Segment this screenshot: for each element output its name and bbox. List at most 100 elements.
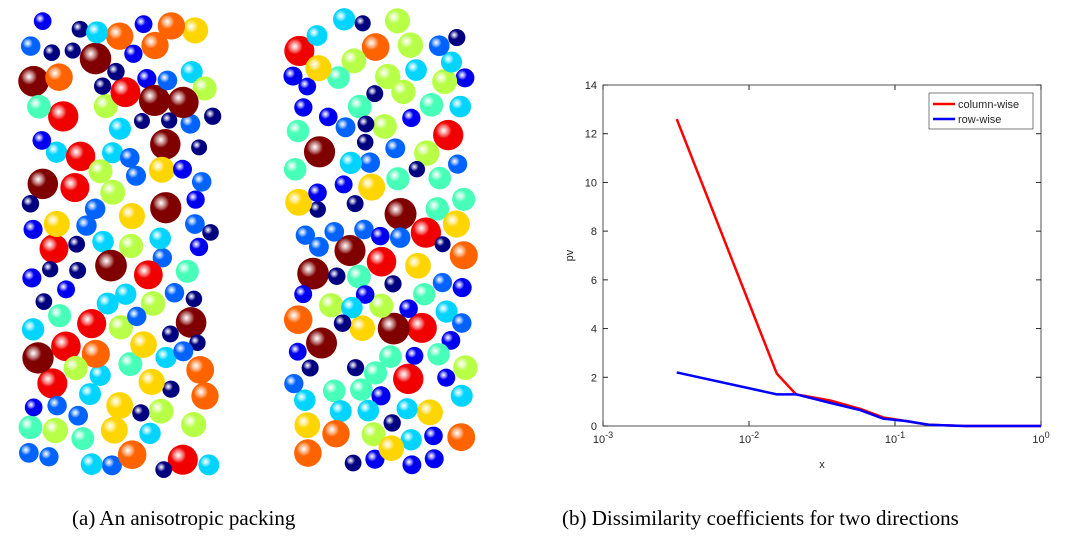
sphere xyxy=(141,31,169,60)
sphere xyxy=(130,331,157,358)
sphere xyxy=(42,417,69,444)
sphere xyxy=(405,59,427,81)
sphere xyxy=(68,405,89,426)
sphere xyxy=(119,148,140,168)
sphere xyxy=(306,327,338,359)
sphere xyxy=(358,173,386,201)
sphere xyxy=(447,423,476,452)
sphere xyxy=(332,8,356,31)
sphere xyxy=(295,225,316,245)
sphere xyxy=(341,48,367,74)
sphere xyxy=(35,293,53,310)
sphere xyxy=(152,248,173,268)
sphere xyxy=(37,368,68,399)
sphere xyxy=(88,159,113,184)
sphere xyxy=(150,192,182,224)
sphere xyxy=(132,404,150,422)
sphere xyxy=(452,187,476,211)
sphere xyxy=(173,159,193,179)
sphere xyxy=(309,201,326,218)
sphere xyxy=(125,165,146,186)
sphere xyxy=(378,435,405,462)
sphere xyxy=(435,300,458,323)
sphere xyxy=(361,422,386,447)
sphere xyxy=(284,373,304,394)
sphere xyxy=(383,414,401,432)
sphere xyxy=(27,168,59,200)
sphere xyxy=(155,346,177,369)
x-tick-label: 10-3 xyxy=(593,430,613,446)
sphere xyxy=(181,17,209,44)
sphere xyxy=(399,299,418,318)
sphere xyxy=(346,195,364,213)
sphere xyxy=(57,280,76,299)
sphere xyxy=(294,98,313,117)
sphere xyxy=(354,219,374,240)
sphere xyxy=(64,42,81,59)
sphere xyxy=(349,315,376,341)
sphere xyxy=(92,230,114,253)
chart: 0 2 4 6 8 10 12 14 10-3 10-2 10-1 100 x pv column-wise… xyxy=(564,80,1050,471)
sphere xyxy=(22,342,54,374)
sphere xyxy=(101,142,124,164)
sphere xyxy=(181,411,207,438)
sphere xyxy=(155,461,173,478)
sphere xyxy=(164,283,185,303)
sphere xyxy=(45,63,73,91)
sphere xyxy=(297,257,329,290)
sphere xyxy=(452,313,472,333)
sphere xyxy=(48,304,72,328)
sphere xyxy=(389,227,411,248)
sphere xyxy=(386,167,410,191)
sphere xyxy=(118,352,143,377)
sphere xyxy=(406,312,437,343)
sphere xyxy=(306,25,328,46)
y-axis-label: pv xyxy=(564,249,576,261)
sphere xyxy=(117,440,147,470)
sphere xyxy=(283,305,313,334)
sphere xyxy=(384,197,417,230)
y-tick-label: 2 xyxy=(591,372,597,384)
sphere xyxy=(410,217,442,248)
sphere xyxy=(105,22,134,50)
sphere xyxy=(71,427,95,450)
sphere xyxy=(189,334,206,351)
sphere xyxy=(133,260,163,290)
sphere xyxy=(455,68,475,88)
sphere xyxy=(357,399,380,422)
sphere xyxy=(167,444,198,475)
sphere xyxy=(433,119,464,151)
sphere xyxy=(180,113,201,134)
sphere xyxy=(400,429,422,451)
sphere xyxy=(452,278,472,298)
sphere xyxy=(100,416,128,444)
sphere xyxy=(371,386,391,406)
sphere xyxy=(384,275,402,293)
sphere xyxy=(324,221,345,242)
sphere xyxy=(110,77,141,108)
sphere xyxy=(133,113,150,130)
sphere xyxy=(127,306,147,327)
sphere xyxy=(18,415,43,440)
sphere xyxy=(294,439,322,467)
sphere xyxy=(60,173,90,203)
sphere xyxy=(346,359,365,377)
sphere xyxy=(19,443,39,463)
sphere xyxy=(361,33,390,61)
sphere xyxy=(427,342,450,366)
sphere xyxy=(308,236,329,257)
sphere xyxy=(356,133,374,151)
sphere xyxy=(45,141,68,163)
sphere xyxy=(204,107,222,125)
sphere xyxy=(385,138,406,159)
sphere xyxy=(108,315,134,340)
sphere xyxy=(333,314,352,332)
sphere xyxy=(397,32,424,58)
sphere xyxy=(319,293,344,318)
sphere xyxy=(416,399,443,426)
sphere xyxy=(175,307,207,338)
sphere xyxy=(47,395,67,416)
sphere xyxy=(21,318,45,341)
sphere xyxy=(39,447,59,467)
sphere xyxy=(21,195,40,213)
